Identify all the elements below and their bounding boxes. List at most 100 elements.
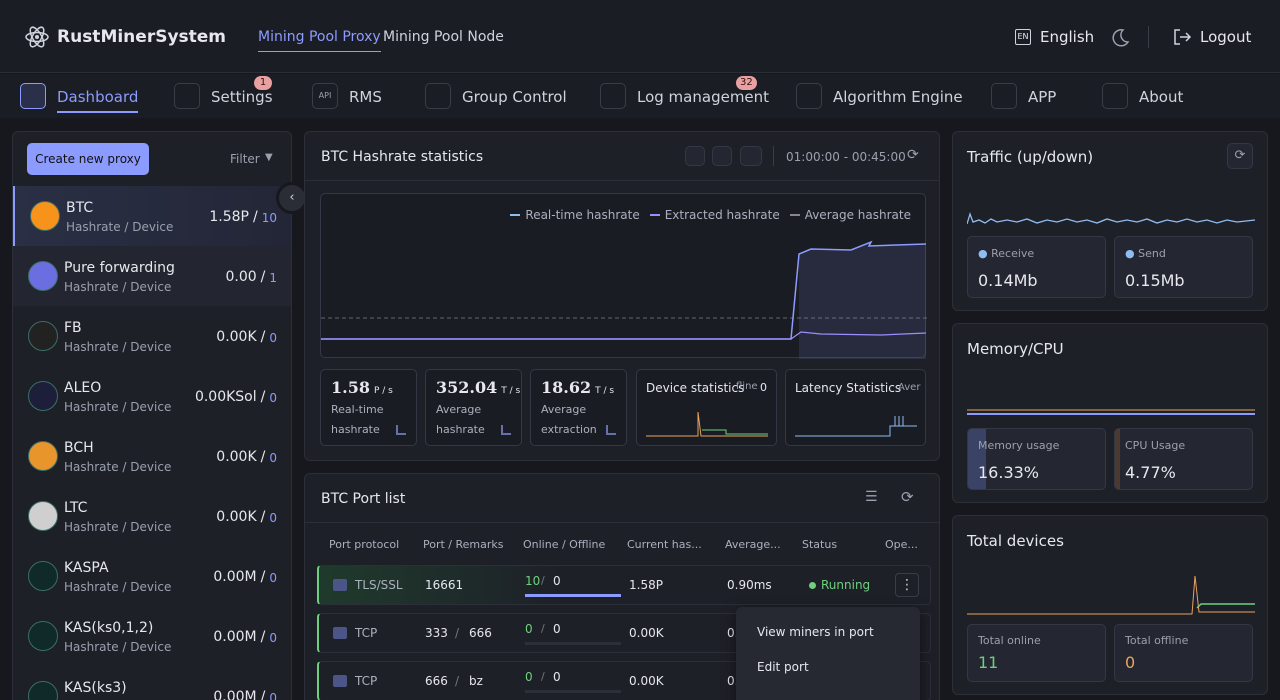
coin-name: BCH [64, 440, 94, 456]
legend-swatch [789, 214, 800, 216]
coin-name: BTC [66, 200, 94, 216]
port-row[interactable]: TCP 333 / 666 0 / 0 0.00K 0. [317, 613, 931, 653]
theme-toggle[interactable] [1110, 27, 1130, 47]
tab[interactable]: RMS [349, 88, 382, 106]
column-header: Status [802, 538, 838, 551]
menu-item[interactable]: Edit port [757, 660, 809, 674]
receive-card: ● Receive 0.14Mb [967, 236, 1106, 298]
time-range[interactable]: 01:00:00 - 00:45:00 [786, 150, 906, 164]
online-card: Total online 11 [967, 624, 1106, 682]
refresh[interactable]: ⟳ [1227, 143, 1253, 169]
coin-subtitle: Hashrate / Device [64, 280, 172, 294]
refresh[interactable]: ⟳ [907, 147, 919, 163]
nav-link[interactable]: Mining Pool Proxy [258, 29, 381, 52]
coin-name: KAS(ks0,1,2) [64, 620, 154, 636]
coin-stats: 0.00K/0 [216, 509, 277, 527]
separator: / [253, 209, 258, 225]
remark: bz [469, 674, 483, 688]
devices-panel: Total devices Total online 11 Total offl… [952, 515, 1268, 695]
protocol-icon [333, 579, 347, 591]
menu-item[interactable]: View miners in port [757, 625, 874, 639]
separator: / [260, 329, 266, 345]
coin-stats: 0.00M/0 [213, 569, 277, 587]
card-label: Total offline [1125, 634, 1189, 647]
label: Receive [991, 247, 1035, 260]
card-title: Device statistics [646, 381, 745, 395]
unit: T / s [595, 386, 615, 396]
separator: / [260, 689, 266, 700]
separator: / [260, 509, 266, 525]
tab[interactable]: Dashboard [57, 88, 139, 113]
logo [25, 26, 49, 48]
protocol: TCP [355, 674, 378, 688]
traffic-panel: Traffic (up/down) ⟳ ● Receive 0.14Mb ● S… [952, 131, 1268, 311]
coin-row[interactable]: ALEO Hashrate / Device 0.00KSol/0 [13, 366, 291, 426]
card-value: 0.14Mb [978, 271, 1038, 290]
tool-button[interactable] [740, 146, 762, 166]
coin-row[interactable]: LTC Hashrate / Device 0.00K/0 [13, 486, 291, 546]
send-card: ● Send 0.15Mb [1114, 236, 1253, 298]
card-extra: Aver [898, 382, 921, 393]
legend: Real-time hashrate Extracted hashrate Aver… [510, 208, 911, 222]
separator: / [260, 389, 266, 405]
stat-card: 352.04 T / s Average hashrate [425, 369, 522, 446]
columns-button[interactable]: ☰ [865, 489, 878, 505]
coin-icon [28, 441, 58, 471]
legend-label: Average hashrate [804, 208, 911, 222]
filter[interactable]: Filter [230, 152, 260, 166]
coin-icon [28, 561, 58, 591]
coin-row[interactable]: BCH Hashrate / Device 0.00K/0 [13, 426, 291, 486]
protocol: TLS/SSL [355, 578, 403, 592]
port-row[interactable]: TCP 666 / bz 0 / 0 0.00K 0. [317, 661, 931, 700]
coin-subtitle: Hashrate / Device [64, 640, 172, 654]
hashrate: 1.58P [209, 209, 249, 225]
coin-row[interactable]: KAS(ks0,1,2) Hashrate / Device 0.00M/0 [13, 606, 291, 666]
online: 10 [525, 574, 541, 588]
column-header: Port / Remarks [423, 538, 504, 551]
column-header: Online / Offline [523, 538, 606, 551]
progress [525, 594, 621, 597]
devices: 0 [269, 331, 277, 345]
logout[interactable]: Logout [1200, 28, 1252, 46]
coin-stats: 0.00K/0 [216, 329, 277, 347]
tab[interactable]: Algorithm Engine [833, 88, 963, 106]
language[interactable]: English [1040, 28, 1095, 46]
stat-card: 1.58 P / s Real-time hashrate [320, 369, 417, 446]
current: 1.58P [629, 578, 663, 592]
row-menu-button[interactable]: ⋮ [895, 573, 919, 597]
value: 18.62 [541, 378, 592, 397]
tab[interactable]: Log management [637, 88, 770, 106]
refresh[interactable]: ⟳ [901, 488, 914, 506]
hashrate: 0.00K [216, 509, 257, 525]
divider [1148, 26, 1149, 48]
tab[interactable]: Settings [211, 88, 273, 106]
card-label: Memory usage [978, 439, 1060, 452]
port-row[interactable]: TLS/SSL 16661 10/ 0 1.58P 0.90ms Running ⋮ [317, 565, 931, 605]
average: 0.90ms [727, 578, 772, 592]
hashrate: 0.00M [213, 629, 257, 645]
coin-row[interactable]: BTC Hashrate / Device 1.58P/10 [13, 186, 291, 246]
tab[interactable]: Group Control [462, 88, 567, 106]
label: Send [1138, 247, 1166, 260]
tab[interactable]: About [1139, 88, 1184, 106]
coin-row[interactable]: Pure forwarding Hashrate / Device 0.00/1 [13, 246, 291, 306]
coin-row[interactable]: FB Hashrate / Device 0.00K/0 [13, 306, 291, 366]
collapse-button[interactable]: ‹ [276, 182, 308, 214]
coin-subtitle: Hashrate / Device [64, 340, 172, 354]
devices: 0 [269, 451, 277, 465]
coin-row[interactable]: KASPA Hashrate / Device 0.00M/0 [13, 546, 291, 606]
tool-button[interactable] [712, 146, 732, 166]
tab[interactable]: APP [1028, 88, 1057, 106]
hashrate-panel: BTC Hashrate statistics 01:00:00 - 00:45… [304, 131, 940, 461]
create-button[interactable]: Create new proxy [27, 143, 149, 175]
nav-link[interactable]: Mining Pool Node [383, 29, 504, 45]
tab-icon [1102, 83, 1128, 109]
status-dot [809, 582, 816, 589]
card-value: 0 [1125, 653, 1136, 672]
progress [525, 642, 621, 645]
card-value: 11 [978, 653, 999, 672]
coin-stats: 1.58P/10 [209, 209, 277, 227]
tool-button[interactable] [685, 146, 705, 166]
